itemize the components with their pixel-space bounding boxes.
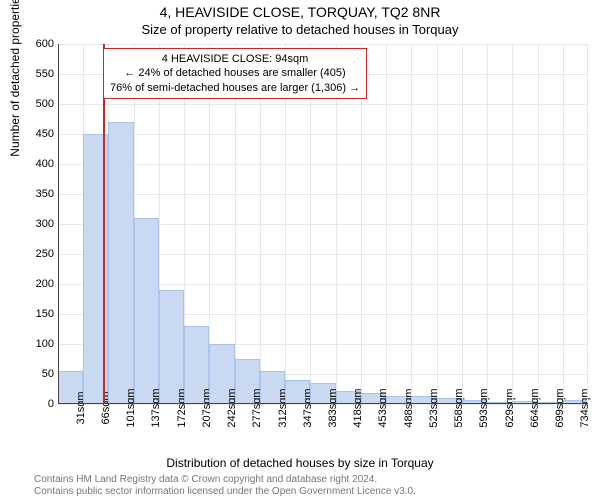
x-tick-label: 453sqm	[377, 388, 389, 427]
histogram-bar	[108, 122, 133, 404]
annotation-line: 4 HEAVISIDE CLOSE: 94sqm	[110, 52, 360, 66]
y-tick-label: 550	[14, 68, 54, 80]
y-tick-label: 350	[14, 188, 54, 200]
y-tick-label: 300	[14, 218, 54, 230]
gridline-horizontal	[58, 194, 588, 195]
y-tick-label: 250	[14, 248, 54, 260]
y-tick-label: 100	[14, 338, 54, 350]
attribution-line-2: Contains public sector information licen…	[34, 486, 416, 498]
gridline-vertical	[386, 44, 387, 404]
gridline-horizontal	[58, 44, 588, 45]
gridline-vertical	[437, 44, 438, 404]
y-tick-label: 400	[14, 158, 54, 170]
attribution-text: Contains HM Land Registry data © Crown c…	[34, 474, 416, 498]
x-tick-label: 664sqm	[529, 388, 541, 427]
x-tick-label: 523sqm	[428, 388, 440, 427]
gridline-vertical	[462, 44, 463, 404]
gridline-vertical	[411, 44, 412, 404]
y-tick-label: 450	[14, 128, 54, 140]
page-subtitle: Size of property relative to detached ho…	[0, 22, 600, 37]
gridline-vertical	[538, 44, 539, 404]
gridline-vertical	[487, 44, 488, 404]
y-tick-label: 500	[14, 98, 54, 110]
gridline-horizontal	[58, 164, 588, 165]
attribution-line-1: Contains HM Land Registry data © Crown c…	[34, 474, 416, 486]
gridline-vertical	[563, 44, 564, 404]
gridline-vertical	[587, 44, 588, 404]
chart-plot-area: 05010015020025030035040045050055060031sq…	[58, 44, 588, 404]
x-tick-label: 558sqm	[453, 388, 465, 427]
annotation-line: 76% of semi-detached houses are larger (…	[110, 81, 360, 95]
y-tick-label: 50	[14, 368, 54, 380]
y-axis-line	[58, 44, 59, 404]
y-tick-label: 0	[14, 398, 54, 410]
x-axis-label: Distribution of detached houses by size …	[0, 456, 600, 470]
x-tick-label: 734sqm	[579, 388, 591, 427]
annotation-box: 4 HEAVISIDE CLOSE: 94sqm← 24% of detache…	[103, 48, 367, 99]
x-tick-label: 488sqm	[403, 388, 415, 427]
y-tick-label: 600	[14, 38, 54, 50]
x-axis-line	[58, 403, 588, 404]
page-title: 4, HEAVISIDE CLOSE, TORQUAY, TQ2 8NR	[0, 4, 600, 20]
gridline-horizontal	[58, 134, 588, 135]
x-tick-label: 629sqm	[504, 388, 516, 427]
y-tick-label: 200	[14, 278, 54, 290]
x-tick-label: 699sqm	[554, 388, 566, 427]
gridline-vertical	[512, 44, 513, 404]
annotation-line: ← 24% of detached houses are smaller (40…	[110, 66, 360, 80]
gridline-horizontal	[58, 104, 588, 105]
histogram-bar	[134, 218, 159, 404]
y-tick-label: 150	[14, 308, 54, 320]
histogram-bar	[159, 290, 184, 404]
x-tick-label: 593sqm	[478, 388, 490, 427]
